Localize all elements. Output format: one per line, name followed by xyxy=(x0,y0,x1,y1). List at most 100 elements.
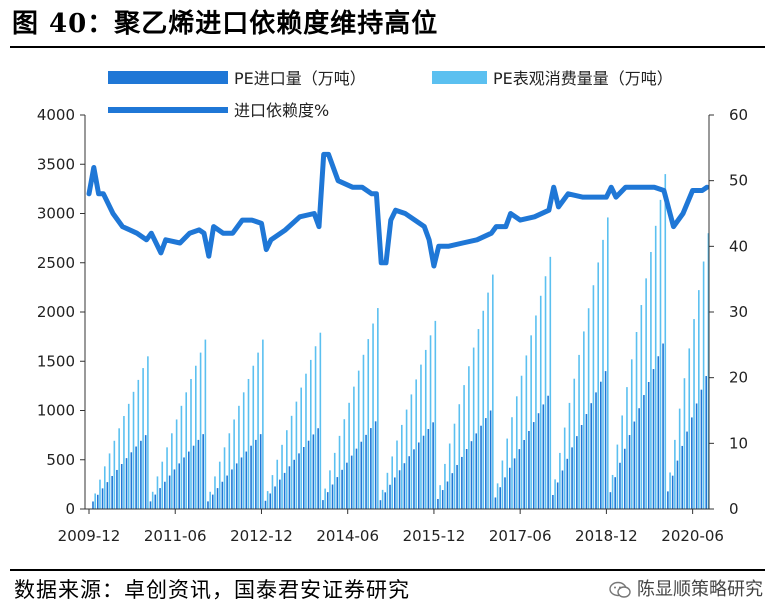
bar xyxy=(607,217,609,509)
bar xyxy=(374,421,377,509)
watermark-text: 陈显顺策略研究 xyxy=(637,579,763,600)
bar xyxy=(365,434,367,509)
x-tick-label: 2018-12 xyxy=(575,527,638,545)
bar xyxy=(623,448,626,509)
bar xyxy=(405,409,408,509)
bar xyxy=(513,458,516,509)
bar xyxy=(563,427,566,509)
bar xyxy=(322,500,324,509)
bar xyxy=(183,457,185,509)
bar xyxy=(173,469,176,509)
import-bars xyxy=(92,343,707,510)
y-left-tick-label: 1000 xyxy=(37,402,75,420)
bar xyxy=(542,404,545,509)
bar xyxy=(202,434,204,509)
bar xyxy=(156,476,159,509)
bar xyxy=(429,335,432,509)
bar xyxy=(207,501,209,509)
bar xyxy=(166,447,168,509)
bar xyxy=(549,256,552,509)
bar xyxy=(461,456,463,509)
bar xyxy=(439,485,441,509)
bar xyxy=(355,448,358,509)
bar xyxy=(535,315,537,509)
bar xyxy=(611,474,614,509)
bar xyxy=(415,379,417,509)
bar xyxy=(144,435,147,510)
bar xyxy=(530,335,532,509)
bar xyxy=(417,442,420,509)
bar xyxy=(674,439,676,509)
bar xyxy=(700,389,703,509)
bar xyxy=(108,453,111,509)
bar xyxy=(595,392,597,509)
bar xyxy=(571,447,573,509)
bar xyxy=(515,396,518,509)
bar xyxy=(472,347,475,509)
bar xyxy=(448,443,451,509)
y-left-tick-label: 2000 xyxy=(37,303,75,321)
bar xyxy=(242,392,245,509)
legend-label-import: PE进口量（万吨） xyxy=(234,69,366,88)
bar xyxy=(470,441,473,509)
bar xyxy=(537,413,540,509)
bar xyxy=(314,346,317,509)
y-left-tick-label: 4000 xyxy=(37,106,75,124)
bar xyxy=(192,445,195,509)
bar xyxy=(305,373,307,509)
y-left-tick-label: 1500 xyxy=(37,352,75,370)
bar xyxy=(331,484,334,509)
bar xyxy=(645,278,647,509)
bar xyxy=(92,501,94,509)
bar xyxy=(458,404,461,509)
bar xyxy=(154,494,157,509)
bar xyxy=(463,385,465,509)
bar xyxy=(669,472,671,509)
bar xyxy=(211,494,214,509)
bar xyxy=(444,463,446,509)
y-right-tick-label: 50 xyxy=(729,172,748,190)
bar xyxy=(247,378,250,509)
bar xyxy=(149,501,152,509)
bar xyxy=(554,479,556,509)
bar xyxy=(662,343,664,509)
bar xyxy=(568,402,571,509)
bar xyxy=(309,359,312,509)
bar xyxy=(223,447,226,509)
y-right-tick-label: 60 xyxy=(729,106,748,124)
figure-title: 图 40：聚乙烯进口依赖度维持高位 xyxy=(12,9,439,39)
bar xyxy=(307,440,310,509)
bar xyxy=(451,473,454,509)
bar xyxy=(693,319,695,509)
bar xyxy=(132,391,135,509)
bar xyxy=(326,492,329,509)
bar xyxy=(590,403,593,509)
bar xyxy=(587,308,590,509)
bar xyxy=(137,379,140,509)
bar xyxy=(336,477,339,509)
bar xyxy=(614,477,616,509)
x-tick-label: 2012-12 xyxy=(230,527,293,545)
bar xyxy=(286,430,288,509)
bar xyxy=(216,488,219,509)
bar xyxy=(101,488,104,509)
bar xyxy=(544,276,547,509)
bar xyxy=(686,431,688,509)
bar xyxy=(245,451,248,509)
bar xyxy=(281,444,283,509)
bar xyxy=(688,348,691,509)
wechat-icon xyxy=(609,581,631,598)
bar xyxy=(559,452,561,509)
x-tick-label: 2020-06 xyxy=(661,527,724,545)
bar xyxy=(403,463,406,509)
bar xyxy=(523,440,525,509)
bar xyxy=(120,464,123,509)
bar xyxy=(218,461,221,509)
bar xyxy=(99,479,101,509)
bar xyxy=(123,416,125,509)
bar xyxy=(494,497,497,509)
bar xyxy=(293,459,295,509)
tick-labels: 0 500 1000 1500 2000 2500 3000 3500 4000 0 10 20 30 4… xyxy=(37,106,748,545)
bar xyxy=(142,368,144,509)
bar xyxy=(492,274,494,509)
